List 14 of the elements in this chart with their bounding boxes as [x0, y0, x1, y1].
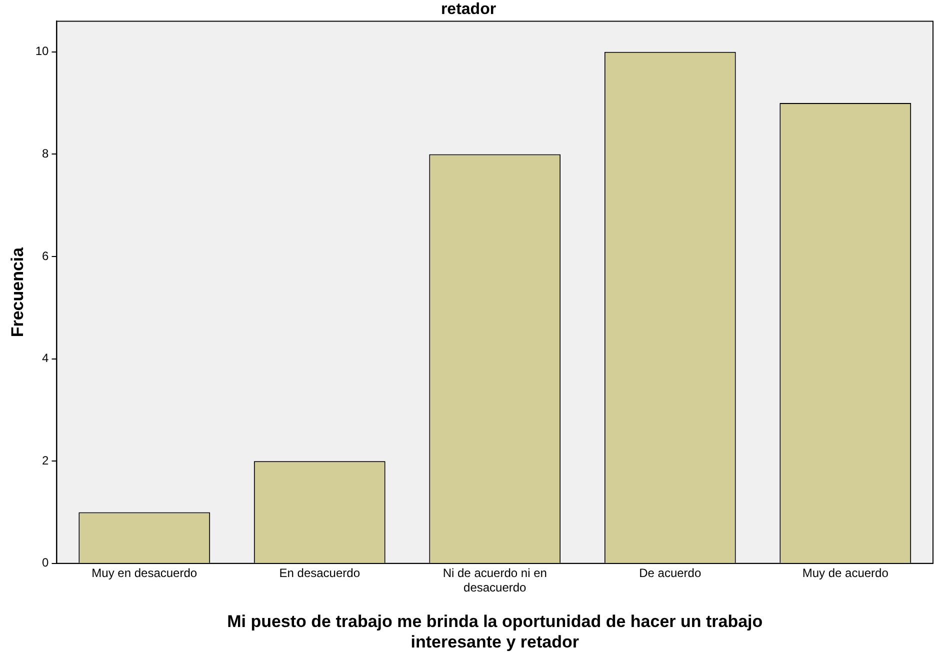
- x-tick-label: En desacuerdo: [279, 566, 360, 580]
- y-tick-label: 10: [35, 44, 50, 58]
- y-tick-label: 6: [42, 248, 50, 263]
- x-tick-label: Muy de acuerdo: [802, 566, 889, 580]
- y-tick-label: 8: [42, 146, 50, 161]
- x-axis-title: Mi puesto de trabajo me brinda la oportunidad de hacer un trabajo interesante y retador: [227, 612, 763, 652]
- x-tick-label: Ni de acuerdo ni en desacuerdo: [442, 566, 547, 594]
- y-tick-label: 4: [42, 351, 50, 366]
- chart-title: retador: [440, 1, 496, 18]
- x-tick-label: De acuerdo: [639, 566, 702, 580]
- y-axis-title: Frecuencia: [8, 246, 27, 338]
- x-tick-label: Muy en desacuerdo: [92, 566, 198, 580]
- y-tick-label: 0: [42, 556, 50, 570]
- y-tick-label: 2: [42, 453, 50, 468]
